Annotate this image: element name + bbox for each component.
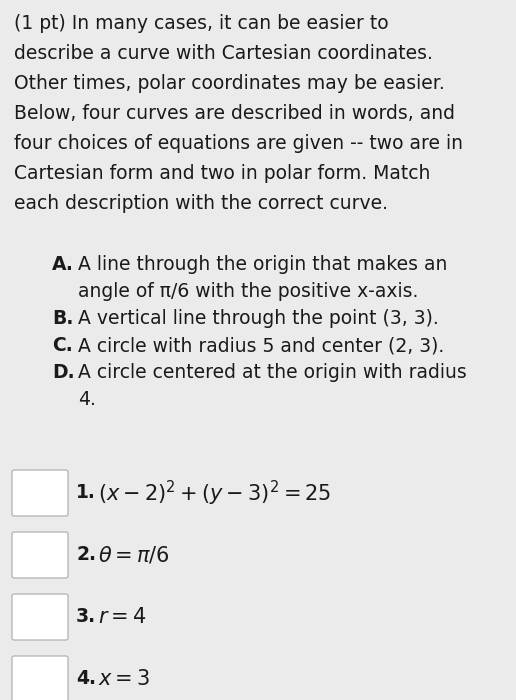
FancyBboxPatch shape <box>12 594 68 640</box>
Text: 3.: 3. <box>76 608 96 626</box>
Text: describe a curve with Cartesian coordinates.: describe a curve with Cartesian coordina… <box>14 44 433 63</box>
Text: A circle centered at the origin with radius: A circle centered at the origin with rad… <box>78 363 467 382</box>
Text: four choices of equations are given -- two are in: four choices of equations are given -- t… <box>14 134 463 153</box>
FancyBboxPatch shape <box>12 532 68 578</box>
Text: $(x - 2)^2 + (y - 3)^2 = 25$: $(x - 2)^2 + (y - 3)^2 = 25$ <box>98 478 331 508</box>
Text: 1.: 1. <box>76 484 96 503</box>
FancyBboxPatch shape <box>12 470 68 516</box>
Text: 4.: 4. <box>76 669 96 689</box>
Text: A.: A. <box>52 255 74 274</box>
Text: A line through the origin that makes an: A line through the origin that makes an <box>78 255 447 274</box>
Text: each description with the correct curve.: each description with the correct curve. <box>14 194 388 213</box>
Text: A circle with radius 5 and center (2, 3).: A circle with radius 5 and center (2, 3)… <box>78 336 444 355</box>
Text: angle of π/6 with the positive x-axis.: angle of π/6 with the positive x-axis. <box>78 282 418 301</box>
Text: A vertical line through the point (3, 3).: A vertical line through the point (3, 3)… <box>78 309 439 328</box>
Text: (1 pt) In many cases, it can be easier to: (1 pt) In many cases, it can be easier t… <box>14 14 389 33</box>
Text: B.: B. <box>52 309 73 328</box>
Text: 4.: 4. <box>78 390 96 409</box>
Text: Cartesian form and two in polar form. Match: Cartesian form and two in polar form. Ma… <box>14 164 430 183</box>
Text: Below, four curves are described in words, and: Below, four curves are described in word… <box>14 104 455 123</box>
Text: D.: D. <box>52 363 75 382</box>
Text: $x = 3$: $x = 3$ <box>98 669 150 689</box>
Text: Other times, polar coordinates may be easier.: Other times, polar coordinates may be ea… <box>14 74 445 93</box>
Text: C.: C. <box>52 336 73 355</box>
Text: $\theta = \pi/6$: $\theta = \pi/6$ <box>98 545 170 566</box>
Text: $r = 4$: $r = 4$ <box>98 607 147 627</box>
Text: 2.: 2. <box>76 545 96 564</box>
FancyBboxPatch shape <box>12 656 68 700</box>
